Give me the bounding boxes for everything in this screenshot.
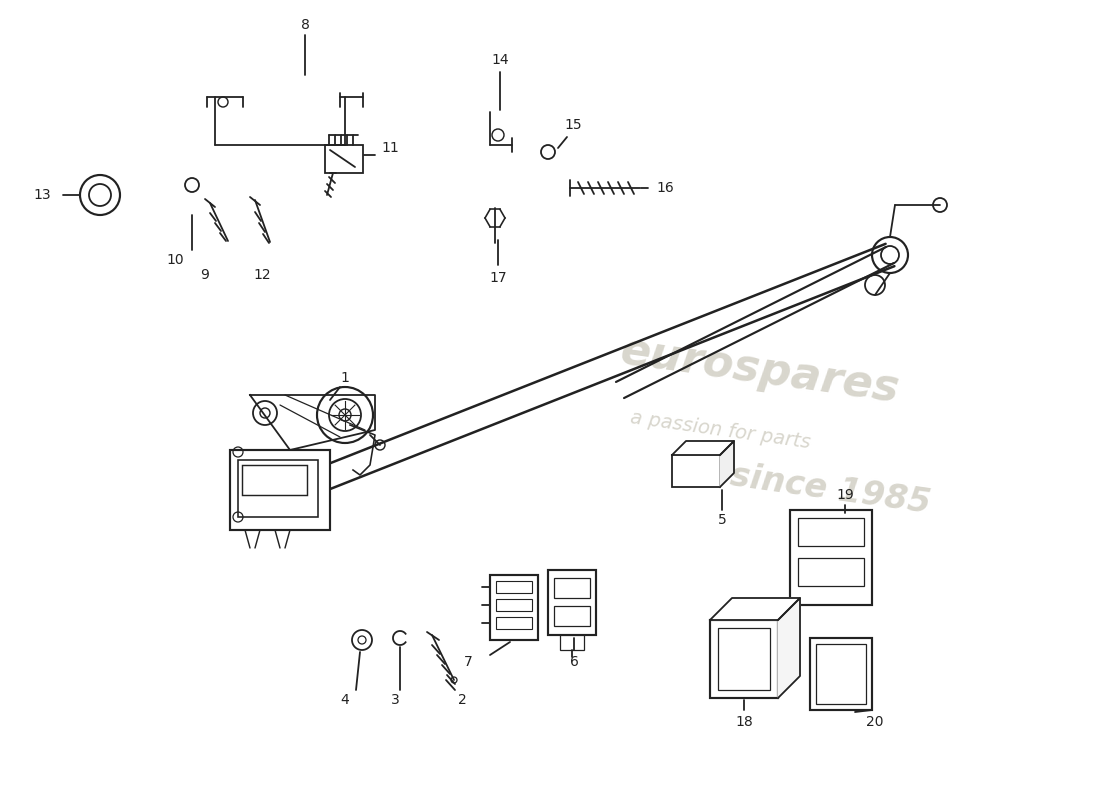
- Text: 14: 14: [492, 53, 509, 67]
- Bar: [490, 575, 538, 640]
- Bar: [242, 465, 307, 495]
- Text: 3: 3: [390, 693, 399, 707]
- Polygon shape: [778, 598, 800, 698]
- Text: 8: 8: [300, 18, 309, 32]
- Bar: [496, 617, 532, 629]
- Text: 2: 2: [458, 693, 466, 707]
- Polygon shape: [710, 598, 800, 620]
- Bar: [554, 578, 590, 598]
- Text: 20: 20: [867, 715, 883, 729]
- Bar: [816, 644, 866, 704]
- Bar: [798, 558, 864, 586]
- Bar: [548, 570, 596, 635]
- Bar: [496, 581, 532, 593]
- Text: 15: 15: [564, 118, 582, 132]
- Bar: [230, 450, 330, 530]
- Text: 17: 17: [490, 271, 507, 285]
- Bar: [710, 620, 778, 698]
- Text: 6: 6: [570, 655, 579, 669]
- Text: 5: 5: [717, 513, 726, 527]
- Text: 12: 12: [253, 268, 271, 282]
- Bar: [672, 455, 721, 487]
- Text: 9: 9: [200, 268, 209, 282]
- Bar: [790, 510, 872, 605]
- Bar: [554, 606, 590, 626]
- Text: a passion for parts: a passion for parts: [628, 408, 812, 452]
- Bar: [560, 635, 584, 650]
- Text: 1: 1: [341, 371, 350, 385]
- Text: 13: 13: [33, 188, 51, 202]
- Text: 7: 7: [463, 655, 472, 669]
- Bar: [810, 638, 872, 710]
- Polygon shape: [672, 441, 734, 455]
- Bar: [718, 628, 770, 690]
- Bar: [324, 145, 363, 173]
- Text: 16: 16: [656, 181, 674, 195]
- Text: 4: 4: [341, 693, 350, 707]
- Text: eurospares: eurospares: [618, 329, 902, 411]
- Text: 10: 10: [166, 253, 184, 267]
- Bar: [798, 518, 864, 546]
- Text: 19: 19: [836, 488, 854, 502]
- Text: 18: 18: [735, 715, 752, 729]
- Text: 11: 11: [381, 141, 399, 155]
- Text: since 1985: since 1985: [727, 459, 933, 521]
- Bar: [238, 460, 318, 517]
- Polygon shape: [250, 395, 375, 450]
- Polygon shape: [720, 441, 734, 487]
- Bar: [496, 599, 532, 611]
